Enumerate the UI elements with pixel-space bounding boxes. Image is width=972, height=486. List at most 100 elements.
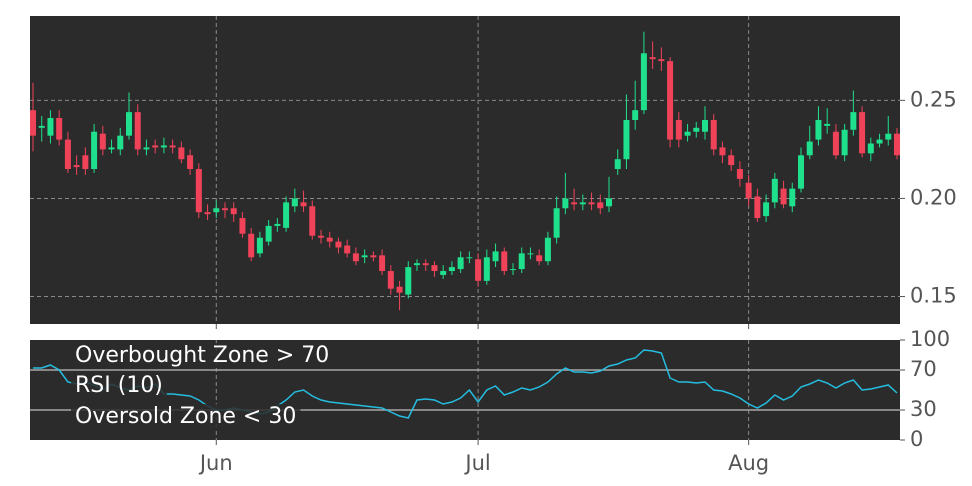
candle-body: [370, 255, 377, 258]
candle-body: [492, 251, 499, 262]
candle-body: [73, 165, 80, 168]
candle-body: [466, 257, 473, 259]
candle-body: [318, 235, 324, 238]
candle-body: [588, 202, 595, 205]
candle-body: [30, 110, 36, 136]
label-background: [71, 404, 301, 429]
candle-body: [885, 133, 892, 140]
y-tick-label: 100: [910, 327, 950, 351]
candle-body: [265, 225, 272, 242]
candle-body: [894, 133, 900, 156]
candle-body: [160, 145, 167, 148]
candle-body: [248, 233, 255, 258]
candle-body: [501, 251, 508, 272]
candle-body: [710, 119, 717, 150]
candle-body: [117, 135, 124, 150]
candle-body: [178, 147, 185, 160]
legend-entry: RSI (10): [75, 373, 163, 398]
candle-body: [518, 253, 525, 270]
candle-body: [457, 257, 464, 270]
candle-body: [230, 208, 237, 215]
candle-body: [719, 147, 726, 156]
candle-body: [789, 188, 796, 207]
candle-body: [483, 257, 490, 281]
candle-body: [640, 53, 647, 111]
candle-body: [152, 145, 159, 148]
candle-body: [815, 119, 822, 140]
candle-body: [99, 133, 106, 150]
label-background: [71, 373, 167, 398]
candle-body: [396, 286, 403, 293]
candle-body: [431, 265, 438, 272]
candle-body: [536, 255, 543, 262]
candle-body: [597, 202, 604, 209]
candle-body: [352, 253, 359, 262]
candle-body: [64, 139, 71, 170]
candle-body: [309, 206, 316, 236]
candle-body: [728, 155, 735, 166]
candle-body: [274, 223, 281, 226]
candle-body: [614, 159, 621, 170]
candle-body: [361, 255, 368, 258]
x-tick-label: Jun: [198, 451, 233, 475]
candle-body: [222, 208, 228, 211]
candle-body: [204, 212, 211, 215]
candle-body: [649, 57, 656, 60]
candle-body: [283, 202, 290, 228]
candle-body: [867, 143, 874, 154]
candle-body: [702, 119, 708, 132]
candle-body: [667, 61, 674, 140]
candle-body: [387, 271, 394, 289]
x-tick-label: Aug: [728, 451, 769, 475]
candle-body: [763, 202, 770, 217]
candle-body: [841, 129, 848, 156]
candle-body: [527, 253, 534, 255]
candle-body: [780, 188, 787, 205]
annotation: Overbought Zone > 70: [75, 343, 329, 368]
candle-body: [169, 145, 176, 148]
candle-body: [859, 112, 866, 154]
candle-body: [440, 271, 447, 275]
candle-body: [579, 202, 586, 205]
candle-body: [754, 196, 761, 219]
y-tick-label: 0: [910, 427, 923, 451]
x-tick-label: Jul: [463, 451, 490, 475]
candle-body: [798, 155, 804, 189]
candle-body: [405, 267, 412, 295]
candle-body: [562, 198, 569, 209]
candle-body: [414, 263, 420, 266]
candle-body: [824, 123, 831, 126]
y-tick-label: 0.20: [910, 185, 957, 209]
candle-body: [571, 202, 578, 205]
label-background: [71, 343, 334, 368]
candle-body: [126, 112, 132, 136]
candle-body: [108, 147, 115, 150]
candle-body: [82, 155, 89, 170]
candle-body: [771, 178, 778, 203]
candle-body: [806, 141, 813, 156]
candle-body: [736, 169, 743, 179]
candle-body: [475, 259, 482, 281]
candle-body: [300, 202, 307, 207]
candle-body: [56, 118, 63, 140]
candle-body: [448, 267, 455, 272]
y-tick-label: 70: [910, 357, 937, 381]
candle-body: [850, 112, 857, 130]
y-tick-label: 0.25: [910, 87, 957, 111]
candle-body: [344, 245, 351, 254]
candle-body: [195, 169, 202, 213]
candle-body: [745, 182, 752, 199]
candle-body: [544, 237, 551, 262]
candle-body: [422, 263, 429, 266]
candle-body: [335, 241, 342, 248]
y-tick-label: 30: [910, 397, 937, 421]
plot-area: [30, 16, 900, 324]
candle-body: [187, 155, 194, 170]
candle-body: [510, 269, 516, 271]
candle-body: [553, 208, 560, 238]
candle-body: [326, 237, 333, 242]
candle-body: [675, 119, 682, 140]
candle-body: [876, 139, 883, 144]
candle-body: [658, 59, 665, 62]
